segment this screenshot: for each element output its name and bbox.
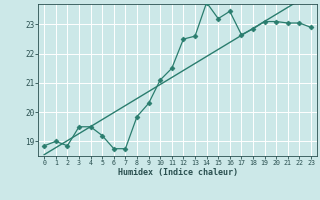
X-axis label: Humidex (Indice chaleur): Humidex (Indice chaleur) — [118, 168, 238, 177]
